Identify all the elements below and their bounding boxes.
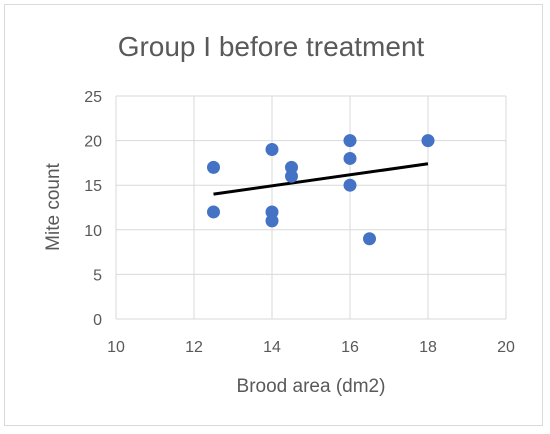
data-point (207, 205, 220, 219)
x-tick-label: 12 (185, 339, 203, 356)
data-point (207, 160, 220, 174)
data-point (363, 232, 376, 246)
y-tick-label: 0 (93, 312, 102, 329)
gridlines (115, 95, 507, 320)
x-tick-label: 20 (497, 339, 515, 356)
data-point (265, 214, 279, 228)
y-tick-label: 20 (84, 134, 102, 151)
chart-title: Group I before treatment (118, 31, 425, 62)
trendline (213, 162, 429, 196)
y-tick-label: 15 (84, 178, 102, 195)
x-tick-label: 10 (107, 339, 125, 356)
y-tick-label: 5 (93, 267, 102, 284)
x-axis-title: Brood area (dm2) (237, 376, 386, 397)
x-tick-label: 16 (341, 339, 359, 356)
data-points (207, 134, 435, 246)
data-point (285, 169, 298, 183)
data-point (265, 143, 279, 157)
data-point (343, 178, 357, 192)
data-point (265, 205, 279, 219)
y-tick-label: 10 (84, 223, 102, 240)
x-tick-label: 14 (263, 339, 281, 356)
data-point (343, 151, 357, 165)
data-point (421, 134, 435, 148)
x-tick-label: 18 (419, 339, 437, 356)
y-axis-title: Mite count (43, 162, 64, 250)
y-tick-label: 25 (84, 89, 102, 106)
data-point (343, 134, 357, 148)
data-point (285, 160, 298, 174)
tick-labels: 0 5 10 15 20 25 10 12 14 16 18 20 (84, 89, 515, 356)
